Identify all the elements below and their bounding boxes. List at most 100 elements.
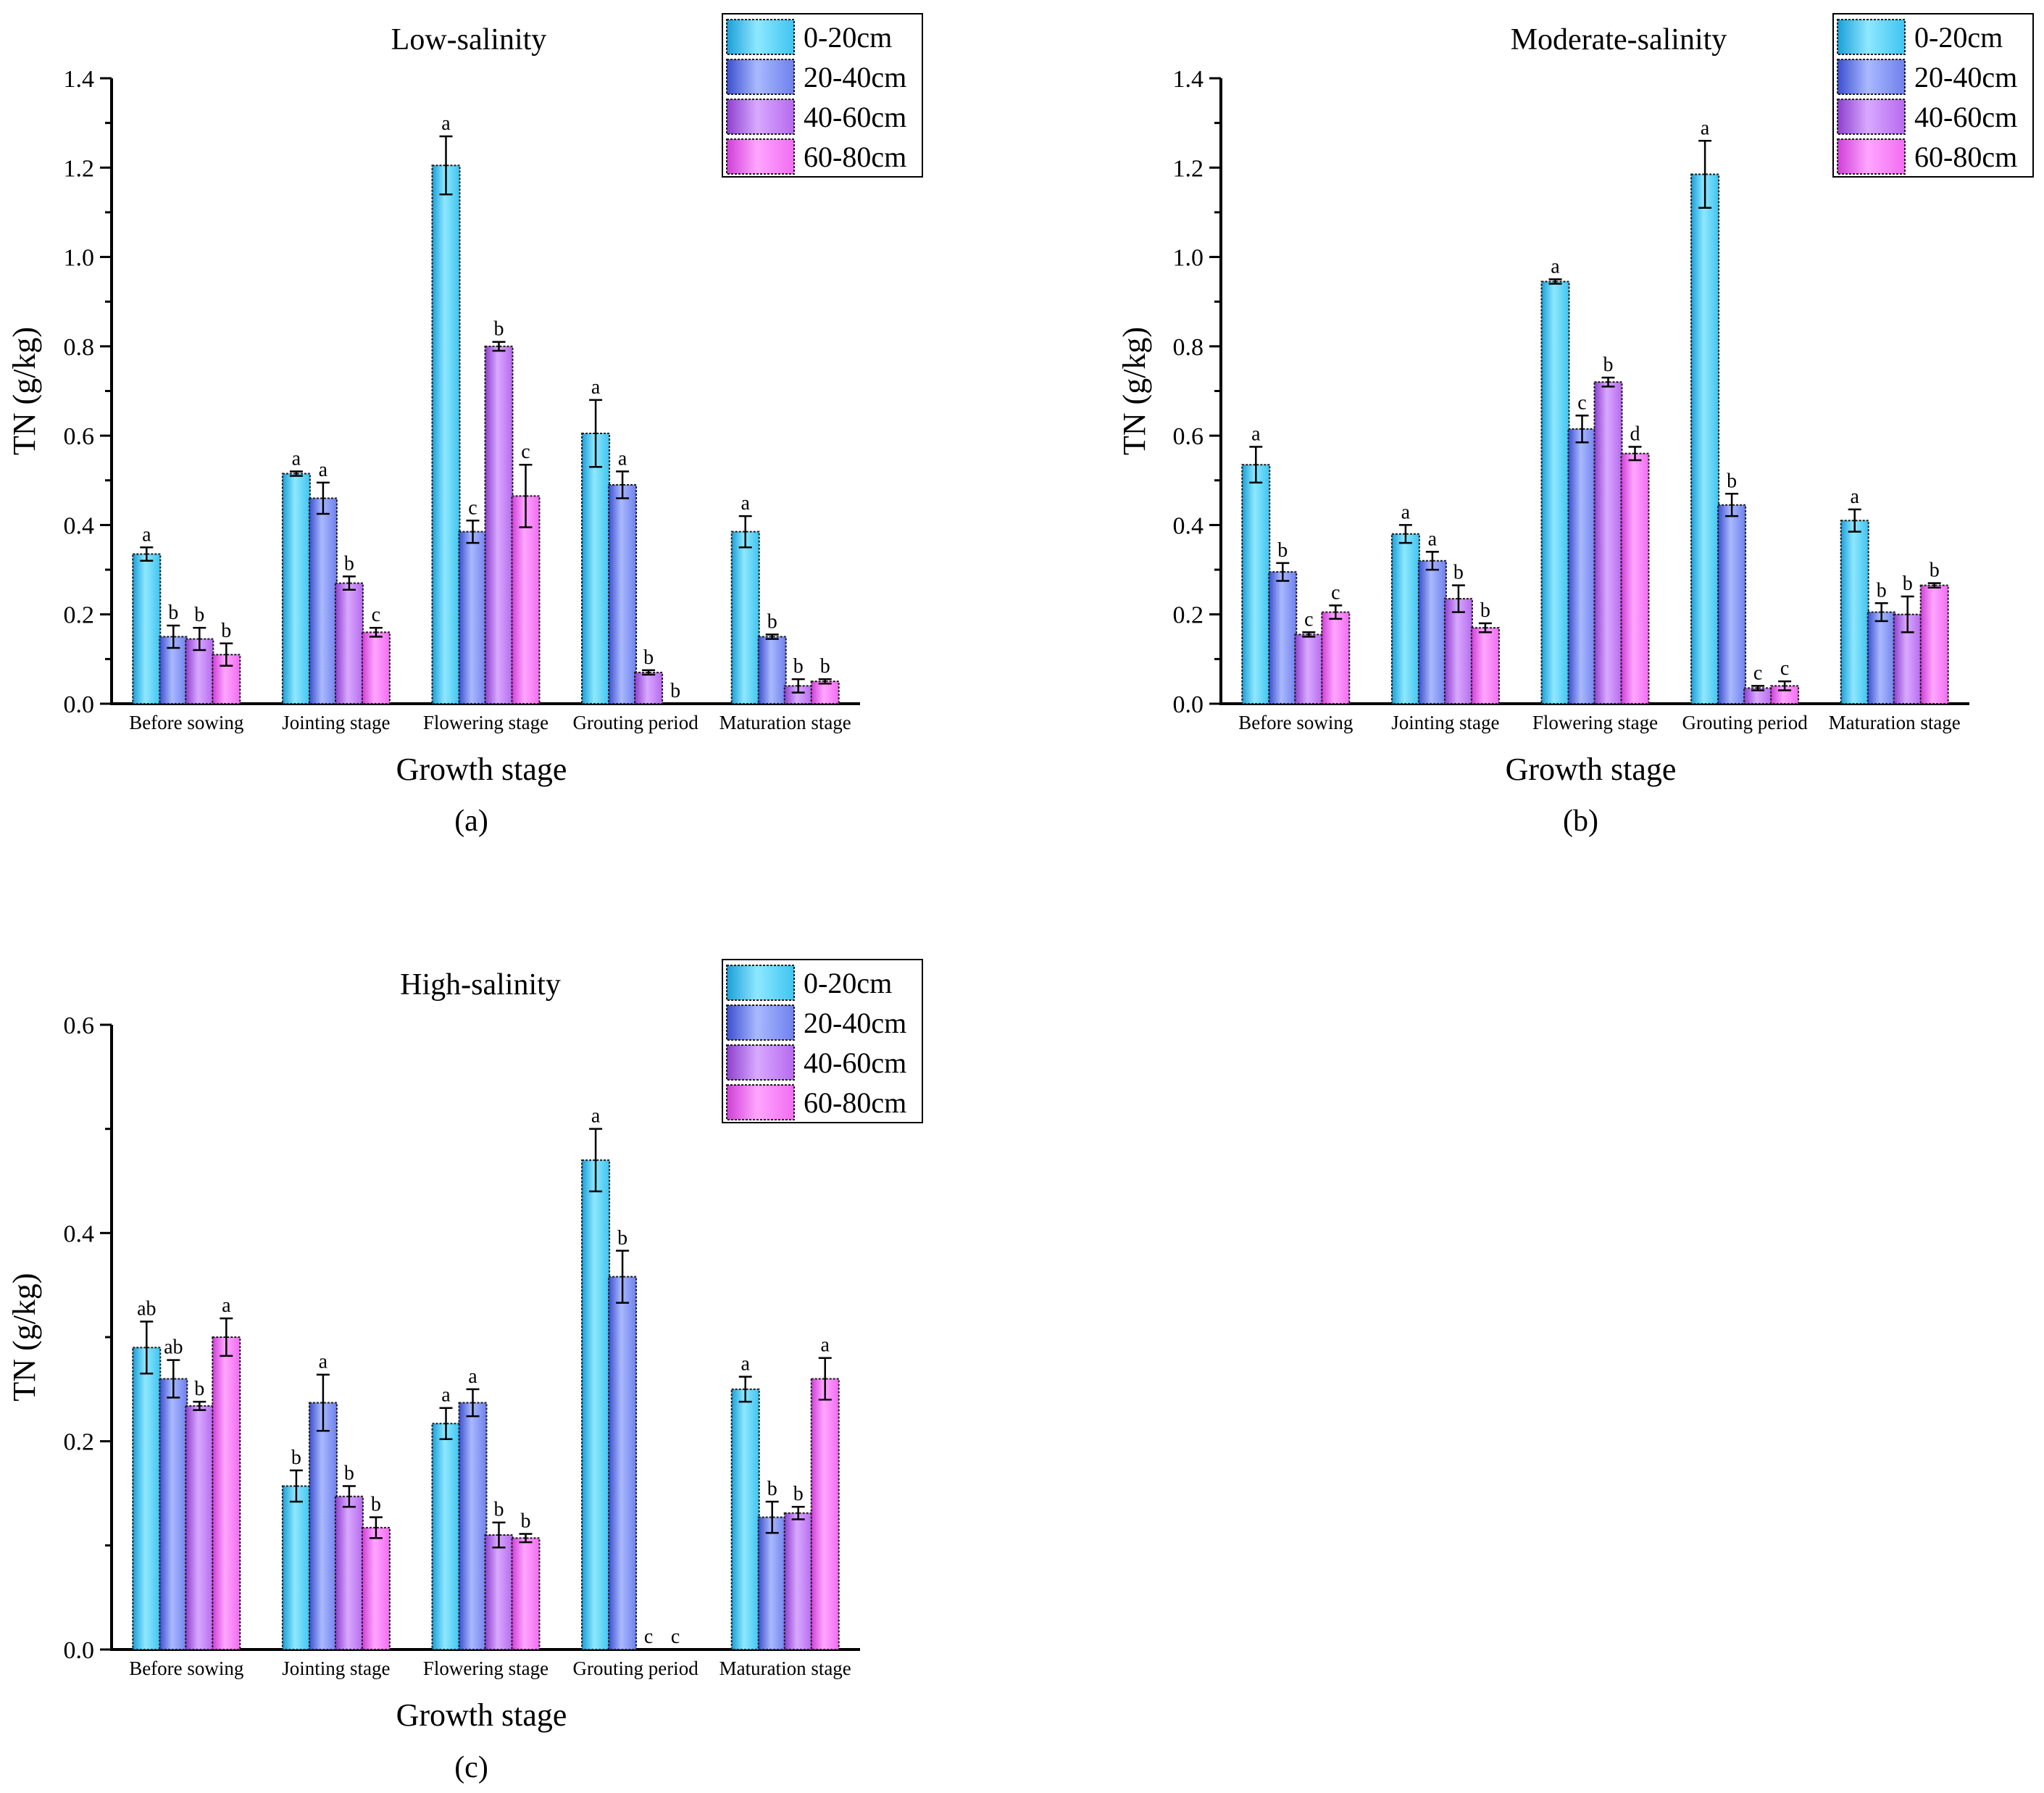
error-bar — [466, 520, 480, 544]
error-bar — [1249, 446, 1263, 484]
significance-letter: a — [1401, 501, 1411, 523]
legend-swatch-0-20cm — [726, 19, 795, 55]
error-bar — [439, 135, 453, 196]
y-tick-label: 0.8 — [1173, 334, 1204, 361]
y-tick-label: 0.6 — [64, 1012, 95, 1039]
x-tick-label: Before sowing — [129, 712, 243, 733]
chart-title: High-salinity — [400, 968, 561, 1002]
error-bar — [1874, 602, 1888, 623]
significance-letter: c — [1331, 581, 1340, 604]
y-tick-label: 1.0 — [64, 245, 95, 272]
significance-letter: b — [793, 655, 804, 678]
significance-letter: b — [1727, 470, 1737, 492]
error-bar — [1778, 680, 1792, 691]
bar-40-60cm — [783, 1512, 813, 1650]
error-bar — [791, 1505, 805, 1520]
significance-letter: b — [344, 1462, 354, 1484]
significance-letter: a — [441, 1384, 451, 1407]
legend-label: 0-20cm — [1914, 21, 2003, 54]
bar-0-20cm — [730, 531, 760, 704]
y-tick-label: 0.0 — [1173, 691, 1204, 718]
legend-label: 60-80cm — [804, 141, 906, 173]
bar-60-80cm — [511, 495, 541, 704]
legend-swatch-0-20cm — [1837, 19, 1906, 55]
significance-letter: b — [1453, 562, 1464, 584]
bar-20-40cm — [757, 1516, 787, 1650]
significance-letter: a — [741, 492, 750, 515]
bar-20-40cm — [1417, 559, 1447, 704]
y-tick-label: 0.8 — [64, 334, 95, 361]
bar-60-80cm — [1470, 627, 1500, 705]
error-bar — [1548, 278, 1562, 285]
error-bar — [1276, 562, 1290, 582]
bar-60-80cm — [212, 654, 241, 705]
x-tick-label: Jointing stage — [282, 1657, 390, 1679]
significance-letter: a — [319, 1351, 328, 1373]
error-bar — [1601, 376, 1615, 388]
error-bar — [519, 1533, 533, 1544]
significance-letter: c — [644, 1626, 653, 1648]
y-tick-label: 1.2 — [64, 155, 95, 182]
y-tick-label: 0.2 — [64, 602, 95, 629]
significance-letter: b — [1480, 599, 1490, 622]
error-bar — [1725, 493, 1739, 517]
significance-letter: b — [1877, 579, 1887, 602]
bar-0-20cm — [1690, 173, 1720, 704]
legend-swatch-40-60cm — [726, 99, 795, 135]
legend-swatch-60-80cm — [726, 138, 795, 175]
significance-letter: b — [521, 1510, 531, 1533]
error-bar — [738, 1376, 752, 1403]
error-bar — [589, 399, 603, 468]
significance-letter: b — [1603, 354, 1614, 376]
error-bar — [492, 341, 506, 352]
panel-label: (b) — [1563, 804, 1598, 838]
error-bar — [1398, 524, 1412, 544]
error-bar — [140, 1320, 154, 1375]
x-tick-label: Maturation stage — [719, 712, 851, 733]
significance-letter: b — [767, 1478, 777, 1500]
bar-40-60cm — [1294, 633, 1324, 704]
legend-label: 0-20cm — [804, 21, 892, 54]
bar-0-20cm — [581, 1159, 611, 1651]
significance-letter: b — [494, 1499, 504, 1521]
legend-label: 40-60cm — [804, 101, 906, 133]
significance-letter: a — [820, 1334, 830, 1357]
error-bar — [818, 678, 832, 685]
x-tick-label: Before sowing — [1238, 712, 1353, 733]
significance-letter: c — [671, 1626, 680, 1648]
x-tick-label: Maturation stage — [719, 1657, 851, 1679]
panel-label: (a) — [454, 804, 488, 838]
bar-20-40cm — [608, 1276, 638, 1650]
bar-0-20cm — [281, 1485, 311, 1651]
bar-60-80cm — [810, 1378, 840, 1650]
bar-0-20cm — [1390, 533, 1420, 704]
error-bar — [1751, 685, 1765, 691]
error-bar — [369, 626, 383, 638]
bar-0-20cm — [1540, 280, 1570, 705]
y-tick-label: 0.4 — [1173, 512, 1204, 539]
chart-title: Low-salinity — [391, 23, 547, 57]
legend: 0-20cm 20-40cm 40-60cm 60-80cm — [1832, 13, 2034, 178]
significance-letter: a — [1428, 528, 1438, 550]
legend-swatch-40-60cm — [1837, 99, 1906, 135]
significance-letter: c — [1577, 391, 1586, 414]
bar-40-60cm — [484, 1534, 514, 1650]
error-bar — [369, 1516, 383, 1539]
error-bar — [316, 481, 330, 515]
bar-0-20cm — [730, 1388, 760, 1651]
legend-swatch-20-40cm — [726, 59, 795, 95]
error-bar — [220, 1317, 233, 1357]
significance-letter: a — [222, 1294, 231, 1317]
error-bar — [439, 1407, 453, 1441]
bar-60-80cm — [511, 1537, 541, 1650]
significance-letter: b — [494, 318, 504, 341]
significance-letter: c — [468, 496, 477, 519]
x-tick-label: Flowering stage — [423, 712, 548, 733]
bar-40-60cm — [1743, 687, 1773, 704]
error-bar — [1927, 582, 1941, 588]
error-bar — [342, 1485, 356, 1508]
significance-letter: c — [1304, 608, 1313, 631]
y-tick-label: 0.0 — [64, 1637, 95, 1664]
y-axis-label: TN (g/kg) — [7, 1273, 42, 1401]
bar-20-40cm — [458, 1402, 488, 1650]
